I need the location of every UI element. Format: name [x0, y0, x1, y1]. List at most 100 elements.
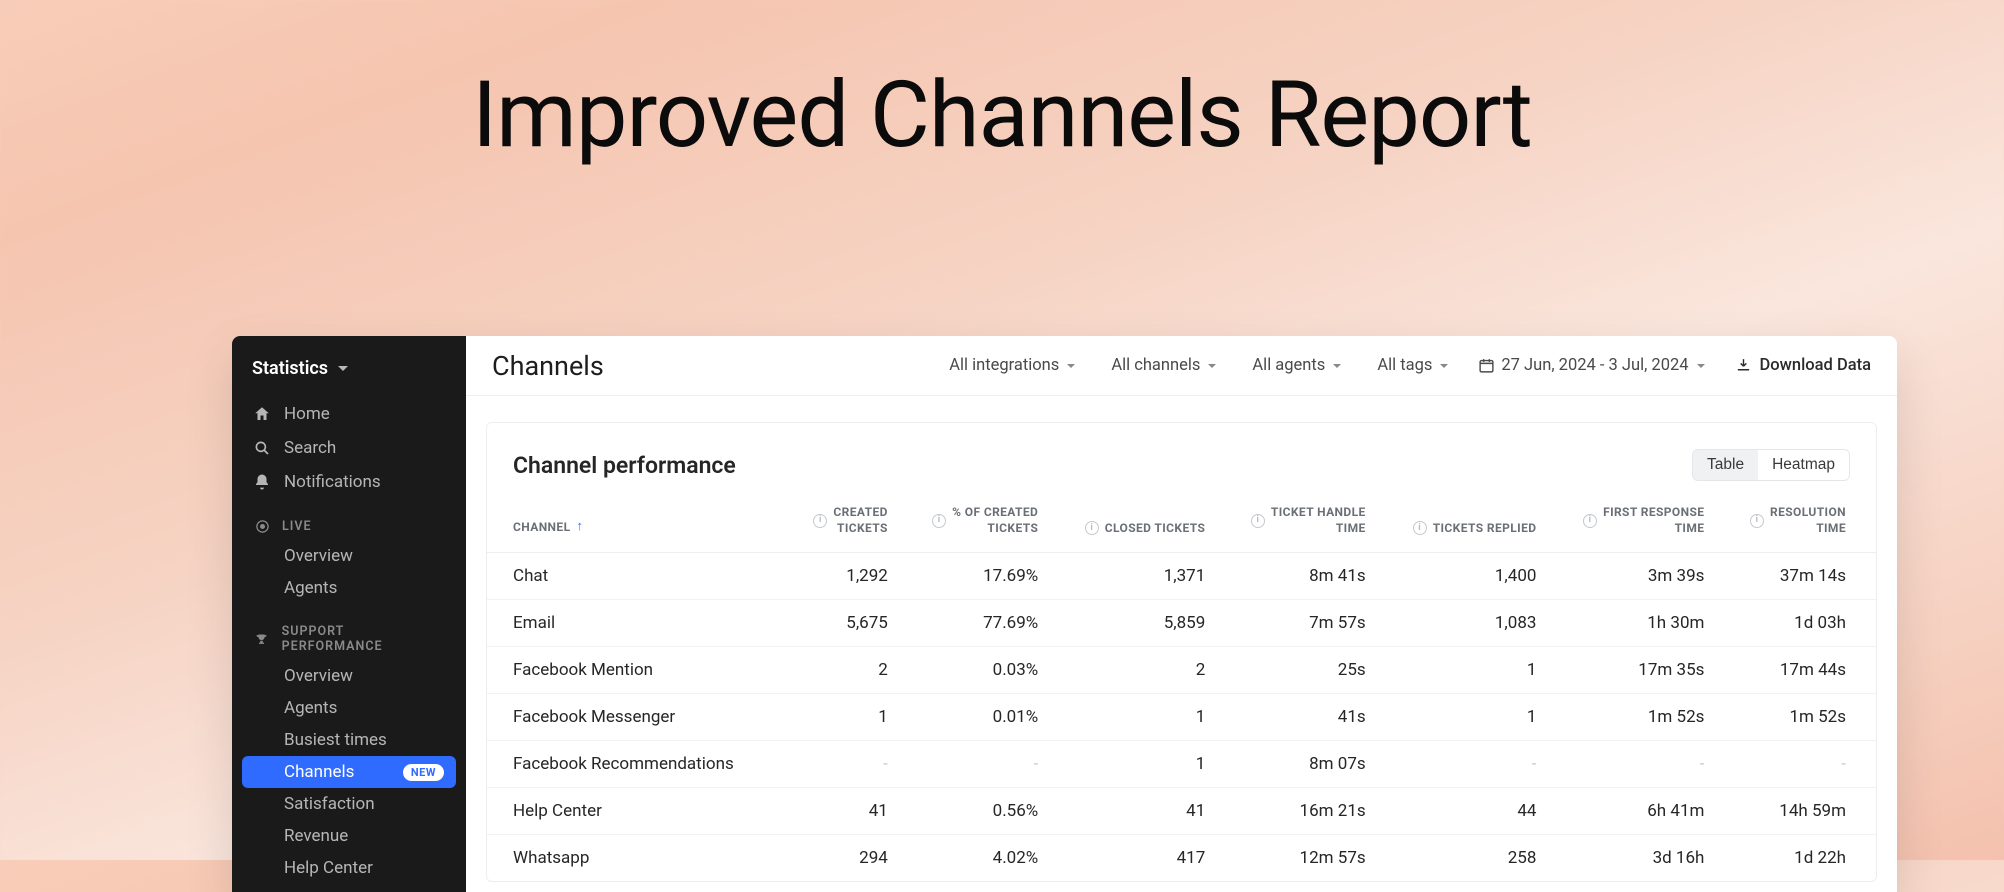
channel-name-cell: Whatsapp: [487, 835, 786, 882]
nav-section-header: LIVE: [232, 499, 466, 540]
sidebar-item-satisfaction[interactable]: Satisfaction: [232, 788, 466, 820]
view-toggle: Table Heatmap: [1692, 449, 1850, 481]
calendar-icon: [1478, 357, 1495, 374]
channel-name-cell: Facebook Recommendations: [487, 741, 786, 788]
table-cell: 1d 22h: [1716, 835, 1876, 882]
sidebar-item-revenue[interactable]: Revenue: [232, 820, 466, 852]
caret-down-icon: [338, 366, 348, 371]
table-cell: 4.02%: [900, 835, 1050, 882]
sidebar-item-overview[interactable]: Overview: [232, 660, 466, 692]
channel-name-cell: Help Center: [487, 788, 786, 835]
nav-item-notifications[interactable]: Notifications: [232, 465, 466, 499]
filter-all-integrations[interactable]: All integrations: [949, 356, 1075, 375]
column-label: CHANNEL: [513, 520, 570, 536]
new-badge: NEW: [403, 764, 444, 781]
sidebar-item-label: Overview: [284, 666, 353, 686]
table-cell: 2: [1050, 647, 1217, 694]
table-cell: 0.56%: [900, 788, 1050, 835]
filter-all-channels[interactable]: All channels: [1111, 356, 1216, 375]
filter-label: All integrations: [949, 356, 1059, 375]
column-label: CREATEDTICKETS: [833, 505, 887, 536]
info-icon[interactable]: i: [1583, 514, 1597, 528]
table-cell: 37m 14s: [1716, 553, 1876, 600]
info-icon[interactable]: i: [1085, 521, 1099, 535]
table-cell: 1: [1378, 647, 1549, 694]
table-row: Facebook Recommendations--18m 07s---: [487, 741, 1876, 788]
column-label: CLOSED TICKETS: [1105, 521, 1205, 537]
table-cell: 5,675: [786, 600, 900, 647]
table-cell: 6h 41m: [1548, 788, 1716, 835]
table-cell: 1: [1050, 694, 1217, 741]
page-title: Channels: [492, 350, 919, 382]
sidebar-item-agents[interactable]: Agents: [232, 572, 466, 604]
nav-label: Notifications: [284, 472, 381, 492]
app-window: Statistics HomeSearch Notifications LIVE O…: [232, 336, 1897, 892]
section-label: LIVE: [282, 519, 312, 534]
filter-all-tags[interactable]: All tags: [1377, 356, 1448, 375]
channel-performance-table: CHANNEL↑ i CREATEDTICKETS i % OF CREATEDTICK…: [487, 495, 1876, 881]
column-header[interactable]: i % OF CREATEDTICKETS: [900, 495, 1050, 553]
info-icon[interactable]: i: [932, 514, 946, 528]
toggle-table-button[interactable]: Table: [1693, 450, 1758, 480]
table-cell: 1d 03h: [1716, 600, 1876, 647]
table-cell: 1m 52s: [1716, 694, 1876, 741]
table-row: Facebook Mention20.03%225s117m 35s17m 44…: [487, 647, 1876, 694]
table-cell: 25s: [1217, 647, 1377, 694]
table-cell: 1,292: [786, 553, 900, 600]
info-icon[interactable]: i: [1413, 521, 1427, 535]
sidebar: Statistics HomeSearch Notifications LIVE O…: [232, 336, 466, 892]
table-cell: 41: [786, 788, 900, 835]
column-header[interactable]: i TICKET HANDLETIME: [1217, 495, 1377, 553]
column-header[interactable]: CHANNEL↑: [487, 495, 786, 553]
table-cell: 16m 21s: [1217, 788, 1377, 835]
table-cell: 1m 52s: [1548, 694, 1716, 741]
table-cell: 77.69%: [900, 600, 1050, 647]
main-content: Channels All integrations All channels All…: [466, 336, 1897, 892]
table-cell: 5,859: [1050, 600, 1217, 647]
date-range-picker[interactable]: 27 Jun, 2024 - 3 Jul, 2024: [1478, 356, 1704, 375]
column-label: % OF CREATEDTICKETS: [952, 505, 1038, 536]
column-label: TICKETS REPLIED: [1433, 521, 1537, 537]
table-row: Chat1,29217.69%1,3718m 41s1,4003m 39s37m…: [487, 553, 1876, 600]
table-row: Help Center410.56%4116m 21s446h 41m14h 5…: [487, 788, 1876, 835]
nav-item-search[interactable]: Search: [232, 431, 466, 465]
table-cell: 41s: [1217, 694, 1377, 741]
table-cell: 14h 59m: [1716, 788, 1876, 835]
table-cell: 1: [786, 694, 900, 741]
column-header[interactable]: iFIRST RESPONSETIME: [1548, 495, 1716, 553]
column-header[interactable]: i CREATEDTICKETS: [786, 495, 900, 553]
sidebar-item-label: Overview: [284, 546, 353, 566]
toggle-heatmap-button[interactable]: Heatmap: [1758, 450, 1849, 480]
info-icon[interactable]: i: [1251, 514, 1265, 528]
sidebar-item-label: Agents: [284, 578, 337, 598]
download-data-button[interactable]: Download Data: [1735, 356, 1871, 375]
sidebar-item-channels[interactable]: ChannelsNEW: [242, 756, 456, 788]
download-icon: [1735, 357, 1752, 374]
table-cell: 44: [1378, 788, 1549, 835]
column-header[interactable]: i TICKETS REPLIED: [1378, 495, 1549, 553]
bell-icon: [252, 473, 272, 491]
sidebar-title: Statistics: [252, 358, 328, 379]
caret-down-icon: [1208, 364, 1216, 368]
column-label: TICKET HANDLETIME: [1271, 505, 1366, 536]
caret-down-icon: [1440, 364, 1448, 368]
sidebar-title-dropdown[interactable]: Statistics: [232, 352, 466, 397]
column-header[interactable]: i RESOLUTIONTIME: [1716, 495, 1876, 553]
info-icon[interactable]: i: [1750, 514, 1764, 528]
table-cell: 1,371: [1050, 553, 1217, 600]
sidebar-item-agents[interactable]: Agents: [232, 692, 466, 724]
table-cell: 12m 57s: [1217, 835, 1377, 882]
info-icon[interactable]: i: [813, 514, 827, 528]
filter-all-agents[interactable]: All agents: [1252, 356, 1341, 375]
table-cell: 17.69%: [900, 553, 1050, 600]
sidebar-item-label: Satisfaction: [284, 794, 375, 814]
home-icon: [252, 405, 272, 423]
sidebar-item-help-center[interactable]: Help Center: [232, 852, 466, 884]
download-label: Download Data: [1760, 356, 1871, 375]
sidebar-item-busiest-times[interactable]: Busiest times: [232, 724, 466, 756]
column-header[interactable]: i CLOSED TICKETS: [1050, 495, 1217, 553]
sidebar-item-overview[interactable]: Overview: [232, 540, 466, 572]
table-cell: 0.03%: [900, 647, 1050, 694]
nav-item-home[interactable]: Home: [232, 397, 466, 431]
column-label: RESOLUTIONTIME: [1770, 505, 1846, 536]
